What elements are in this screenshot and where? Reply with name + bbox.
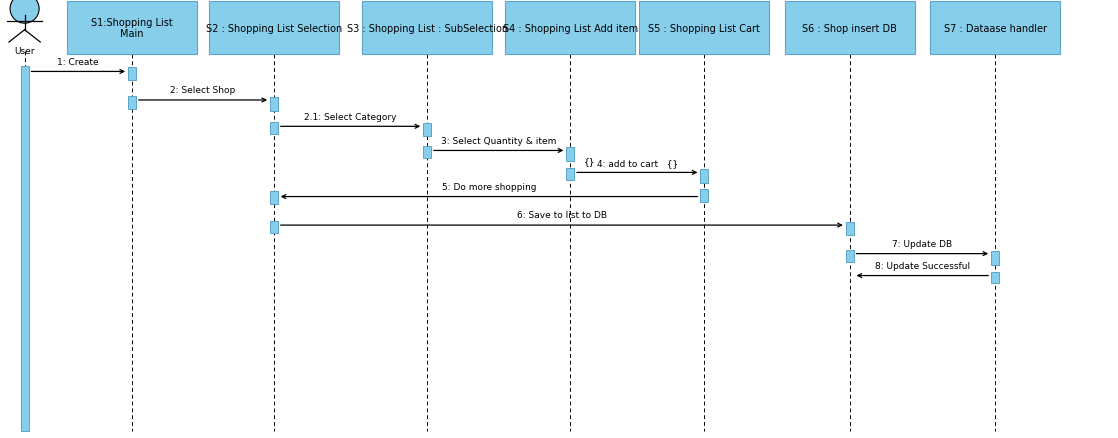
Text: 2.1: Select Category: 2.1: Select Category (304, 112, 397, 121)
Bar (271, 123, 278, 135)
Bar (20, 67, 29, 431)
Text: 7: Update DB: 7: Update DB (892, 239, 953, 248)
Bar (127, 96, 136, 110)
Text: 2: Select Shop: 2: Select Shop (170, 86, 236, 95)
Text: S6 : Shop insert DB: S6 : Shop insert DB (803, 24, 897, 33)
Bar (271, 98, 278, 112)
Bar (639, 2, 769, 55)
Bar (505, 2, 635, 55)
Ellipse shape (10, 0, 39, 24)
Bar (567, 169, 575, 181)
Text: S7 : Dataase handler: S7 : Dataase handler (944, 24, 1046, 33)
Text: 1: Create: 1: Create (57, 57, 100, 67)
Bar (992, 272, 999, 284)
Text: 8: Update Successful: 8: Update Successful (874, 261, 970, 270)
Text: S4 : Shopping List Add item: S4 : Shopping List Add item (503, 24, 637, 33)
Bar (271, 221, 278, 233)
Bar (67, 2, 197, 55)
Bar (271, 192, 278, 205)
Text: S1:Shopping List
Main: S1:Shopping List Main (91, 18, 173, 39)
Bar (930, 2, 1060, 55)
Bar (567, 148, 575, 161)
Bar (423, 147, 432, 159)
Bar (127, 68, 136, 81)
Text: {}: {} (584, 156, 595, 166)
Text: User: User (15, 47, 35, 57)
Bar (846, 250, 854, 263)
Bar (362, 2, 492, 55)
Bar (785, 2, 915, 55)
Bar (423, 124, 432, 137)
Text: 6: Save to list to DB: 6: Save to list to DB (517, 211, 607, 220)
Text: S5 : Shopping List Cart: S5 : Shopping List Cart (648, 24, 760, 33)
Bar (209, 2, 339, 55)
Text: 5: Do more shopping: 5: Do more shopping (442, 182, 537, 191)
Text: 3: Select Quantity & item: 3: Select Quantity & item (440, 136, 557, 145)
Text: 4: add to cart   {}: 4: add to cart {} (597, 158, 678, 167)
Bar (846, 223, 854, 236)
Text: S2 : Shopping List Selection: S2 : Shopping List Selection (206, 24, 342, 33)
Bar (700, 170, 709, 183)
Text: S3 : Shopping List : SubSelection: S3 : Shopping List : SubSelection (347, 24, 508, 33)
Bar (700, 189, 709, 202)
Bar (992, 252, 999, 265)
